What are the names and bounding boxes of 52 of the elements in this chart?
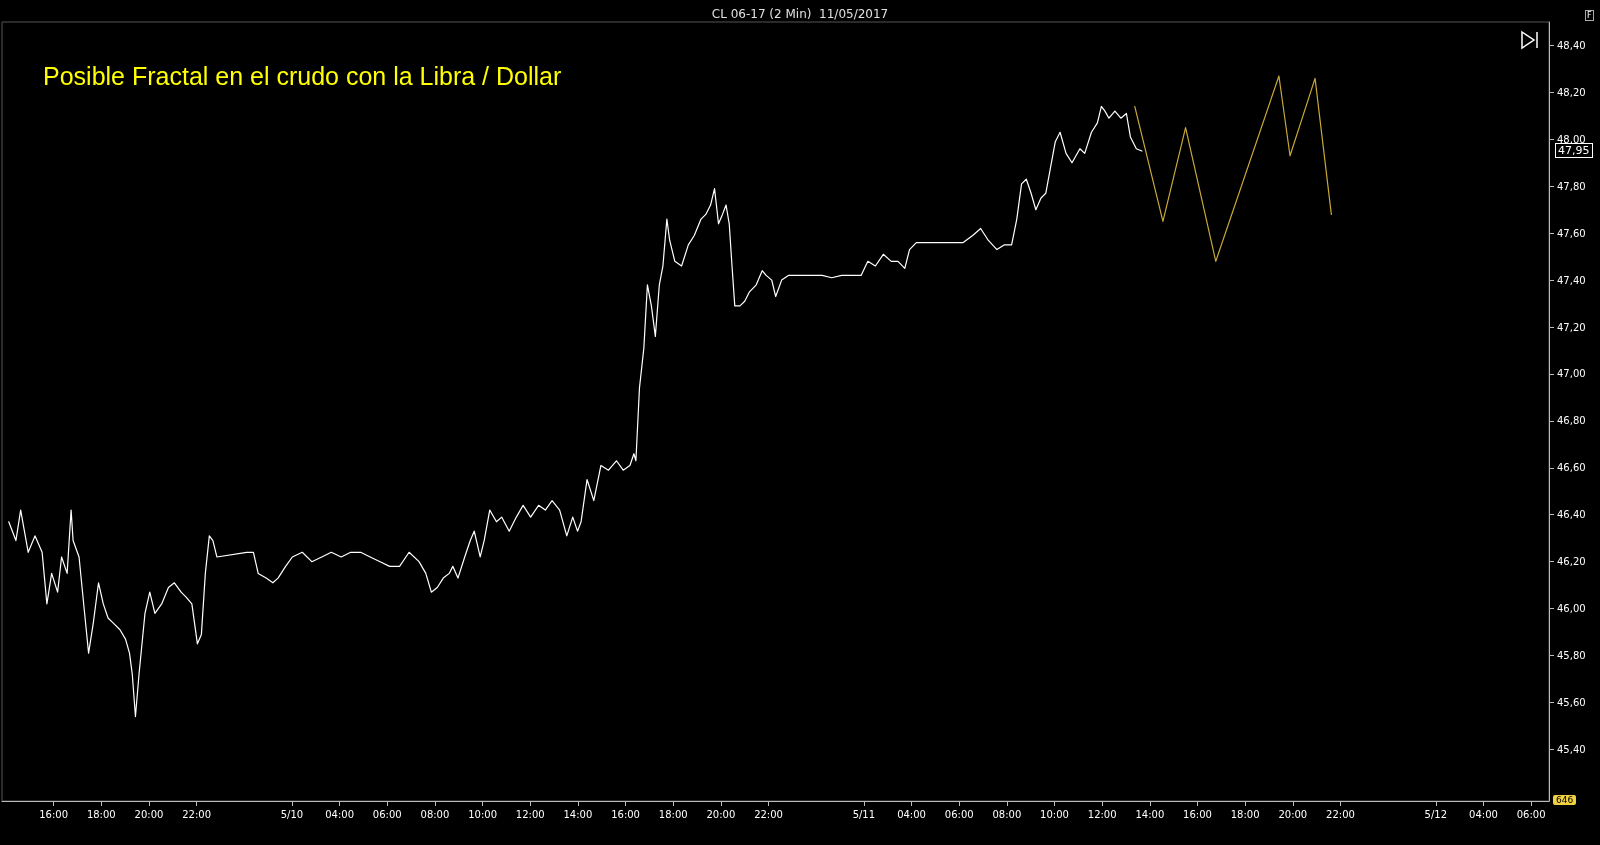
x-tick-label: 5/11 xyxy=(852,808,876,820)
x-tick-label: 22:00 xyxy=(182,808,212,820)
y-tick-label: 48,00 xyxy=(1557,133,1586,145)
x-tick-label: 14:00 xyxy=(563,808,593,820)
y-tick-label: 46,40 xyxy=(1557,509,1586,521)
x-tick-label: 08:00 xyxy=(992,808,1022,820)
y-tick-label: 46,20 xyxy=(1557,556,1586,568)
text: F xyxy=(1585,10,1594,21)
x-tick-label: 06:00 xyxy=(372,808,402,820)
text: Posible Fractal en el crudo con la Libra / Dollar xyxy=(43,61,562,90)
line-series xyxy=(8,105,1143,718)
y-tick-label: 48,20 xyxy=(1557,86,1586,98)
y-tick-label: 46,60 xyxy=(1557,462,1586,474)
x-tick-label: 08:00 xyxy=(420,808,450,820)
x-tick-label: 20:00 xyxy=(1278,808,1308,820)
line-series xyxy=(1134,75,1332,262)
x-tick-label: 04:00 xyxy=(897,808,926,820)
x-tick-label: 16:00 xyxy=(611,808,640,820)
y-tick-label: 46,00 xyxy=(1557,603,1586,615)
text: 47,95 xyxy=(1555,143,1593,159)
x-tick-label: 16:00 xyxy=(39,808,69,820)
y-tick-label: 48,40 xyxy=(1557,39,1586,51)
x-tick-label: 10:00 xyxy=(1040,808,1069,820)
y-tick-label: 45,40 xyxy=(1557,743,1586,755)
y-tick-label: 45,80 xyxy=(1557,650,1586,662)
x-tick-label: 18:00 xyxy=(658,808,688,820)
x-tick-label: 12:00 xyxy=(515,808,545,820)
x-tick-label: 04:00 xyxy=(1469,808,1498,820)
x-tick-label: 5/10 xyxy=(280,808,304,820)
x-tick-label: 18:00 xyxy=(86,808,116,820)
text: 646 xyxy=(1553,795,1577,805)
x-tick-label: 14:00 xyxy=(1135,808,1165,820)
x-tick-label: 04:00 xyxy=(325,808,355,820)
y-tick-label: 47,20 xyxy=(1557,321,1586,333)
x-tick-label: 18:00 xyxy=(1230,808,1260,820)
x-tick-label: 22:00 xyxy=(1326,808,1355,820)
y-tick-label: 47,80 xyxy=(1557,180,1586,192)
x-tick-label: 16:00 xyxy=(1183,808,1212,820)
x-tick-label: 06:00 xyxy=(1516,808,1546,820)
y-tick-label: 47,00 xyxy=(1557,368,1586,380)
chart-title: CL 06-17 (2 Min) 11/05/2017 xyxy=(711,7,889,21)
x-tick-label: 06:00 xyxy=(944,808,974,820)
x-tick-label: 12:00 xyxy=(1087,808,1117,820)
x-tick-label: 20:00 xyxy=(134,808,164,820)
y-tick-label: 45,60 xyxy=(1557,696,1586,708)
x-tick-label: 20:00 xyxy=(706,808,736,820)
x-tick-label: 5/12 xyxy=(1424,808,1448,820)
y-tick-label: 46,80 xyxy=(1557,415,1586,427)
y-tick-label: 47,40 xyxy=(1557,274,1586,286)
x-tick-label: 22:00 xyxy=(754,808,783,820)
y-tick-label: 47,60 xyxy=(1557,227,1586,239)
x-tick-label: 10:00 xyxy=(468,808,497,820)
